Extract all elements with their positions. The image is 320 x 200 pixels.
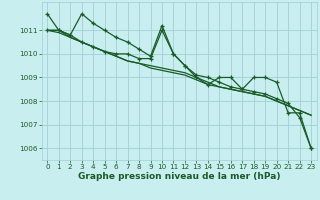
X-axis label: Graphe pression niveau de la mer (hPa): Graphe pression niveau de la mer (hPa) bbox=[78, 172, 280, 181]
